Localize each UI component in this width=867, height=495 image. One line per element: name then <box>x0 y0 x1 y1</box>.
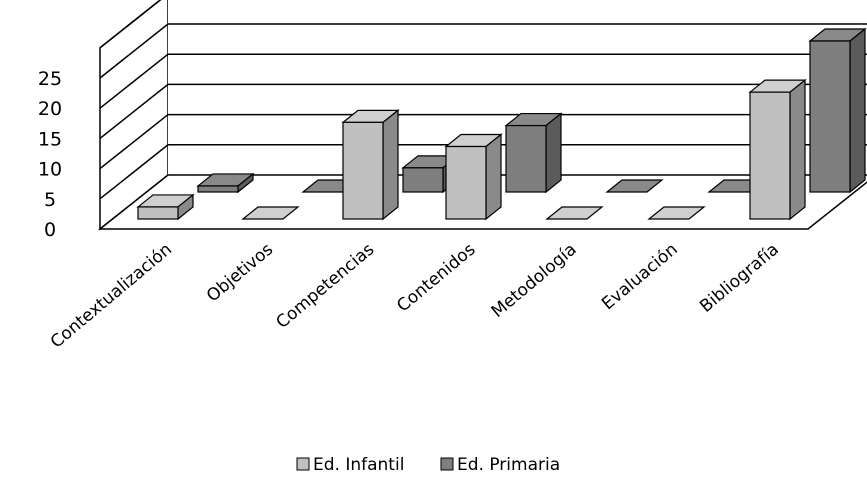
legend-swatch <box>440 457 454 471</box>
gridline <box>99 23 867 79</box>
y-tick-label: 25 <box>38 68 62 90</box>
bar-infantil <box>545 206 604 220</box>
bar-primaria <box>605 179 664 193</box>
x-category-label: Evaluación <box>598 240 682 315</box>
y-axis-ticks: 0 5 10 15 20 25 <box>38 68 62 241</box>
bar-primaria <box>196 172 255 194</box>
legend-item: Ed. Primaria <box>440 455 560 475</box>
bar-infantil <box>136 193 195 221</box>
y-tick-label: 5 <box>44 189 56 211</box>
x-category-label: Contenidos <box>393 239 479 316</box>
bar-infantil <box>241 206 300 220</box>
bar-infantil <box>647 206 706 220</box>
x-category-label: Bibliografía <box>696 240 783 317</box>
gridline <box>99 113 867 170</box>
gridline <box>99 53 867 109</box>
gridline <box>99 83 867 139</box>
x-category-label: Objetivos <box>203 239 277 306</box>
legend-label: Ed. Infantil <box>313 455 404 475</box>
x-category-label: Competencias <box>273 239 379 332</box>
bar-infantil <box>444 133 503 221</box>
gridline <box>99 144 867 200</box>
y-tick-label: 20 <box>38 98 62 120</box>
bar-primaria <box>808 27 867 194</box>
x-category-label: Metodología <box>488 240 581 322</box>
y-tick-label: 0 <box>44 219 56 241</box>
bar-infantil <box>341 109 400 221</box>
legend-label: Ed. Primaria <box>457 455 560 475</box>
y-tick-label: 10 <box>38 159 62 181</box>
legend: Ed. Infantil Ed. Primaria <box>296 455 560 475</box>
bar-primaria <box>504 112 563 194</box>
bar-infantil <box>748 78 807 221</box>
x-category-label: Contextualización <box>47 240 176 353</box>
legend-swatch <box>296 457 310 471</box>
y-tick-label: 15 <box>38 128 62 150</box>
legend-item: Ed. Infantil <box>296 455 404 475</box>
chart-bars <box>136 27 867 221</box>
gridline <box>99 0 162 49</box>
